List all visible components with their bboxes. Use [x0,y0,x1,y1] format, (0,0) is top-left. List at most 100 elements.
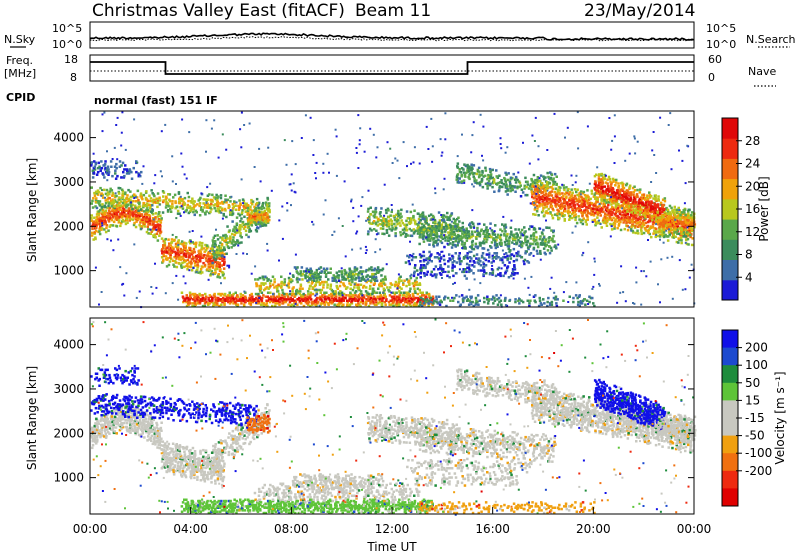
heatmap-cell [463,174,467,177]
heatmap-cell [307,268,310,272]
heatmap-cell [296,291,300,294]
heatmap-cell [376,295,379,298]
heatmap-cell [209,210,212,214]
heatmap-cell [165,196,168,200]
heatmap-cell [231,220,234,223]
heatmap-cell [405,284,408,288]
heatmap-cell [241,222,244,225]
heatmap-cell [353,270,356,273]
heatmap-cell [343,268,346,272]
heatmap-cell [331,279,334,282]
heatmap-cell [224,240,227,243]
heatmap-cell [420,298,423,301]
heatmap-cell [103,222,106,226]
heatmap-cell [583,194,587,197]
heatmap-cell [340,291,344,294]
heatmap-cell [381,278,385,281]
heatmap-cell [449,228,453,232]
heatmap-cell [216,261,219,264]
heatmap-cell [422,250,425,254]
heatmap-cell [326,286,329,289]
heatmap-cell [456,223,460,226]
heatmap-cell [393,283,396,286]
heatmap-cell [223,298,226,301]
heatmap-cell [236,294,239,297]
heatmap-cell [526,193,529,197]
heatmap-cell [234,291,237,294]
heatmap-cell [138,173,141,176]
heatmap-cell [272,299,276,302]
heatmap-cell [482,247,486,250]
heatmap-cell [577,215,580,218]
heatmap-cell [275,287,279,290]
heatmap-cell [473,265,476,268]
heatmap-cell [393,292,397,296]
heatmap-cell [395,295,398,298]
heatmap-cell [517,228,521,231]
heatmap-cell [514,175,518,179]
heatmap-cell [387,225,391,228]
heatmap-cell [355,290,358,293]
heatmap-cell [408,294,411,297]
heatmap-cell [348,271,351,274]
heatmap-cell [256,220,259,223]
heatmap-cell [174,200,177,203]
heatmap-cell [92,223,96,226]
heatmap-cell [229,213,232,216]
heatmap-cell [235,223,239,227]
heatmap-cell [490,241,494,244]
heatmap-cell [457,228,461,231]
heatmap-cell [280,280,283,284]
heatmap-cell [532,295,536,298]
heatmap-cell [444,295,447,298]
heatmap-cell [401,299,404,302]
heatmap-cell [179,263,183,267]
heatmap-cell [188,205,192,208]
heatmap-cell [425,257,428,260]
heatmap-cell [267,296,271,300]
heatmap-cell [614,181,618,184]
heatmap-cell [105,224,109,227]
heatmap-cell [359,266,363,269]
heatmap-cell [395,226,398,230]
heatmap-cell [162,253,165,256]
heatmap-cell [381,224,385,227]
heatmap-cell [194,204,197,207]
heatmap-cell [415,304,418,308]
heatmap-cell [300,274,303,277]
heatmap-cell [431,296,435,300]
heatmap-cell [599,214,602,217]
heatmap-cell [171,202,174,206]
heatmap-cell [580,302,584,305]
heatmap-cell [232,205,235,209]
heatmap-cell [217,292,220,296]
heatmap-cell [527,187,531,190]
heatmap-cell [338,299,341,302]
heatmap-cell [115,166,118,170]
heatmap-cell [495,252,499,255]
heatmap-cell [156,239,160,242]
heatmap-cell [503,240,507,244]
heatmap-cell [458,304,462,308]
heatmap-cell [359,300,363,304]
heatmap-cell [108,190,112,193]
heatmap-cell [231,294,234,297]
heatmap-cell [125,209,129,212]
heatmap-cell [260,299,264,302]
heatmap-cell [196,260,200,264]
heatmap-cell [550,204,554,208]
heatmap-cell [388,227,391,231]
heatmap-cell [321,302,325,305]
heatmap-cell [379,227,383,230]
heatmap-cell [371,292,374,296]
heatmap-cell [181,198,184,201]
heatmap-cell [205,198,208,201]
heatmap-cell [228,238,232,241]
heatmap-cell [380,284,384,288]
heatmap-cell [170,249,173,253]
heatmap-cell [205,300,208,304]
heatmap-cell [449,223,452,226]
heatmap-cell [133,193,136,196]
heatmap-cell [233,233,236,237]
heatmap-cell [574,294,578,297]
